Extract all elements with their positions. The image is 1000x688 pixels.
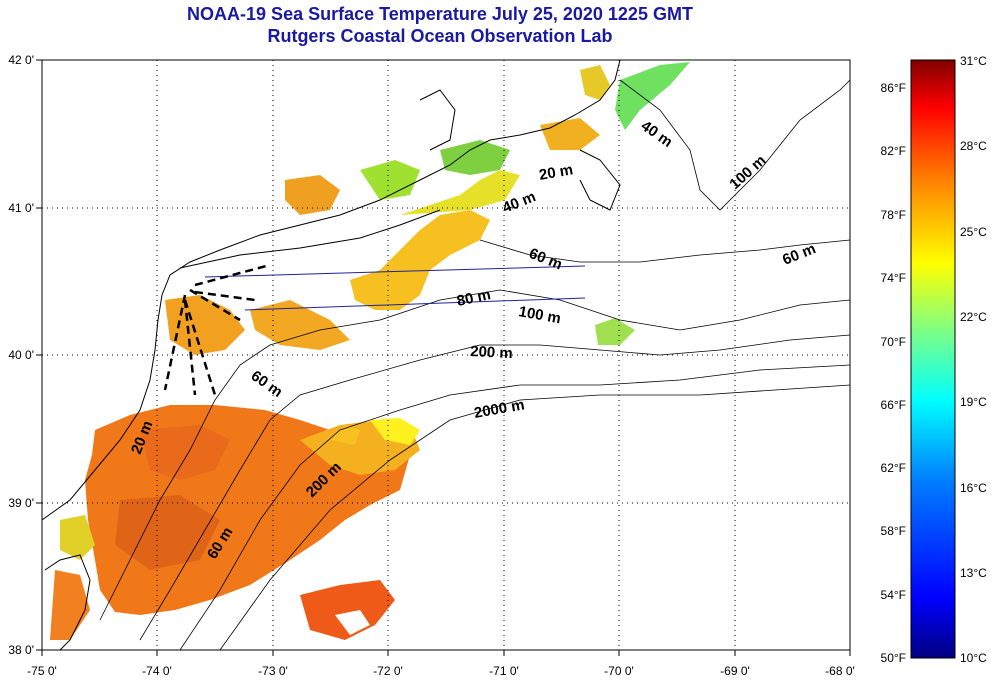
grid-lines xyxy=(42,60,850,650)
lon-label: -68 0' xyxy=(825,664,855,678)
chart-title: NOAA-19 Sea Surface Temperature July 25,… xyxy=(187,4,693,24)
sst-patches xyxy=(50,62,690,640)
coastline xyxy=(41,59,621,651)
chart-subtitle: Rutgers Coastal Ocean Observation Lab xyxy=(267,26,613,46)
bathymetry-contours xyxy=(99,79,851,651)
colorbar-fahrenheit-labels: 86°F 82°F 78°F 74°F 70°F 66°F 62°F 58°F … xyxy=(881,81,906,665)
lon-label: -72 0' xyxy=(373,664,403,678)
lat-label: 41 0' xyxy=(8,201,34,215)
fahrenheit-label: 50°F xyxy=(881,651,906,665)
lat-label: 40 0' xyxy=(8,348,34,362)
celsius-label: 31°C xyxy=(960,54,987,68)
fahrenheit-label: 62°F xyxy=(881,461,906,475)
celsius-label: 10°C xyxy=(960,651,987,665)
lat-label: 42 0' xyxy=(8,53,34,67)
colorbar-celsius-labels: 31°C 28°C 25°C 22°C 19°C 16°C 13°C 10°C xyxy=(960,54,987,665)
celsius-label: 16°C xyxy=(960,481,987,495)
fahrenheit-label: 70°F xyxy=(881,335,906,349)
depth-label: 80 m xyxy=(455,286,492,310)
celsius-label: 28°C xyxy=(960,139,987,153)
lat-labels: 42 0' 41 0' 40 0' 39 0' 38 0' xyxy=(8,53,34,657)
celsius-label: 13°C xyxy=(960,566,987,580)
lon-labels: -75 0' -74 0' -73 0' -72 0' -71 0' -70 0… xyxy=(27,664,855,678)
depth-label: 200 m xyxy=(470,343,513,362)
lon-label: -74 0' xyxy=(142,664,172,678)
shipping-lanes xyxy=(204,265,586,311)
axis-ticks xyxy=(36,59,851,656)
lon-label: -73 0' xyxy=(258,664,288,678)
fahrenheit-label: 74°F xyxy=(881,271,906,285)
fahrenheit-label: 78°F xyxy=(881,208,906,222)
fahrenheit-label: 66°F xyxy=(881,398,906,412)
lon-label: -71 0' xyxy=(489,664,519,678)
celsius-label: 19°C xyxy=(960,395,987,409)
lon-label: -75 0' xyxy=(27,664,57,678)
fahrenheit-label: 54°F xyxy=(881,588,906,602)
fahrenheit-label: 82°F xyxy=(881,144,906,158)
fahrenheit-label: 86°F xyxy=(881,81,906,95)
lon-label: -69 0' xyxy=(720,664,750,678)
lat-label: 38 0' xyxy=(8,643,34,657)
lon-label: -70 0' xyxy=(604,664,634,678)
celsius-label: 22°C xyxy=(960,310,987,324)
fahrenheit-label: 58°F xyxy=(881,524,906,538)
colorbar xyxy=(910,59,956,659)
lat-label: 39 0' xyxy=(8,496,34,510)
depth-label: 20 m xyxy=(538,161,575,184)
dashed-tracks xyxy=(163,263,271,396)
celsius-label: 25°C xyxy=(960,225,987,239)
